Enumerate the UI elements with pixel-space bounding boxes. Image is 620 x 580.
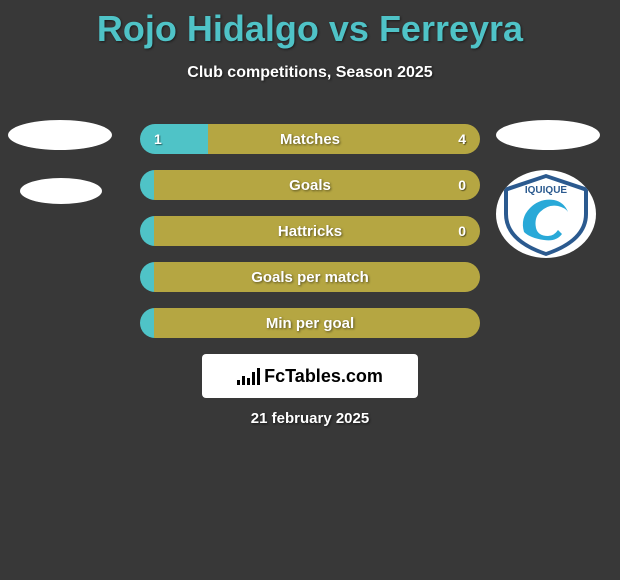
stat-row-min-per-goal: Min per goal — [140, 308, 480, 338]
stat-bar-right — [154, 262, 480, 292]
club-badge-iquique: IQUIQUE — [496, 170, 596, 258]
player-right-avatars: IQUIQUE — [496, 120, 600, 258]
player-right-placeholder-1 — [496, 120, 600, 150]
stat-bar-left — [140, 170, 154, 200]
stat-bar-right: 4 — [208, 124, 480, 154]
stat-bar-left: 1 — [140, 124, 208, 154]
player-left-placeholder-1 — [8, 120, 112, 150]
player-left-placeholder-2 — [20, 178, 102, 204]
stat-bar-left — [140, 262, 154, 292]
page-title: Rojo Hidalgo vs Ferreyra — [0, 0, 620, 50]
stat-value-right: 4 — [458, 131, 466, 147]
stat-row-hattricks: 0Hattricks — [140, 216, 480, 246]
branding-text: FcTables.com — [264, 366, 383, 387]
stat-bar-left — [140, 308, 154, 338]
branding-box: FcTables.com — [202, 354, 418, 398]
subtitle: Club competitions, Season 2025 — [0, 64, 620, 82]
player-left-avatars — [8, 120, 112, 204]
stat-row-goals-per-match: Goals per match — [140, 262, 480, 292]
stat-bar-right — [154, 308, 480, 338]
stats-chart: 14Matches0Goals0HattricksGoals per match… — [140, 124, 480, 354]
date-text: 21 february 2025 — [0, 410, 620, 427]
stat-bar-right: 0 — [154, 170, 480, 200]
stat-bar-left — [140, 216, 154, 246]
stat-value-left: 1 — [154, 131, 162, 147]
bar-chart-icon — [237, 367, 260, 385]
stat-value-right: 0 — [458, 223, 466, 239]
stat-row-goals: 0Goals — [140, 170, 480, 200]
svg-text:IQUIQUE: IQUIQUE — [525, 185, 568, 196]
stat-value-right: 0 — [458, 177, 466, 193]
stat-row-matches: 14Matches — [140, 124, 480, 154]
stat-bar-right: 0 — [154, 216, 480, 246]
